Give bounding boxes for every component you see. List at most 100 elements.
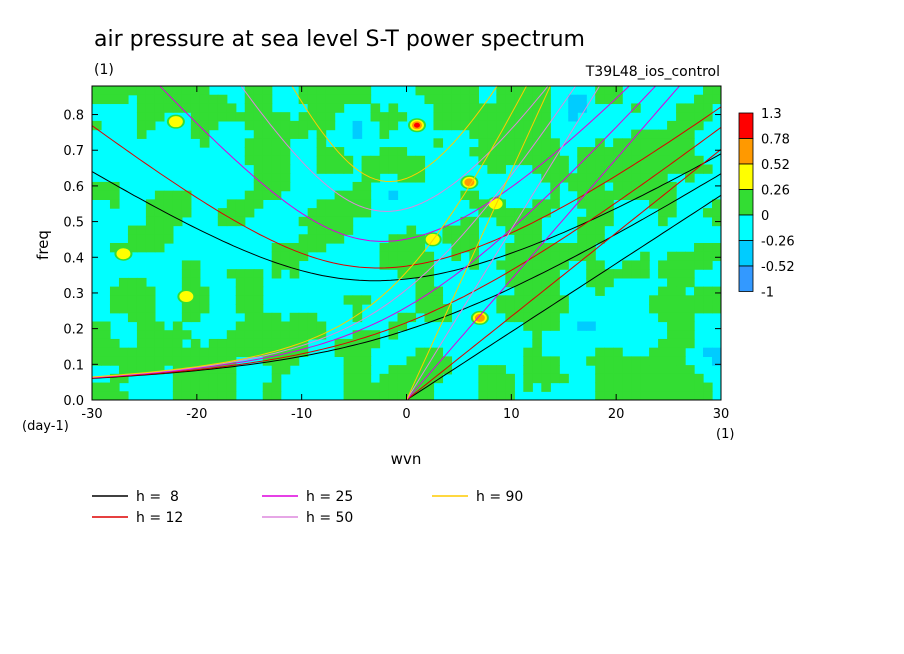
heatmap-cell [604, 155, 614, 166]
heatmap-cell [514, 269, 524, 279]
heatmap-cell [676, 330, 686, 340]
heatmap-cell [298, 330, 309, 340]
heatmap-cell [433, 312, 444, 323]
heatmap-cell [253, 103, 264, 113]
heatmap-cell [442, 312, 453, 323]
heatmap-cell [712, 208, 721, 218]
heatmap-cell [325, 234, 336, 244]
heatmap-cell [397, 112, 408, 122]
heatmap-cell [694, 164, 704, 174]
heatmap-cell [568, 94, 578, 105]
heatmap-cell [262, 164, 273, 174]
heatmap-cell [604, 94, 614, 105]
heatmap-cell [604, 277, 614, 288]
heatmap-cell [595, 190, 605, 200]
heatmap-cell [649, 138, 659, 148]
curve-kelvin-8 [406, 194, 721, 400]
heatmap-cell [667, 260, 677, 270]
heatmap-cell [226, 391, 237, 400]
heatmap-cell [676, 312, 686, 323]
heatmap-cell [640, 129, 650, 139]
heatmap-cell [487, 391, 497, 400]
heatmap-cell [343, 225, 354, 235]
heatmap-cell [550, 147, 560, 157]
heatmap-cell [523, 120, 533, 131]
heatmap-cell [92, 94, 102, 105]
heatmap-cell [649, 391, 659, 400]
heatmap-cell [649, 356, 659, 366]
heatmap-cell [145, 365, 156, 375]
heatmap-cell [397, 155, 408, 166]
heatmap-cell [694, 295, 704, 305]
heatmap-cell [658, 338, 668, 349]
heatmap-cell [109, 295, 120, 305]
heatmap-cell [496, 365, 506, 375]
heatmap-cell [352, 181, 363, 192]
heatmap-cell [145, 304, 156, 314]
heatmap-cell [694, 120, 704, 131]
heatmap-cell [514, 251, 524, 262]
heatmap-cell [595, 199, 605, 209]
heatmap-cell [361, 347, 372, 357]
heatmap-cell [280, 155, 291, 166]
heatmap-cell [118, 304, 129, 314]
heatmap-cell [262, 173, 273, 183]
heatmap-cell [505, 208, 515, 218]
heatmap-cell [316, 208, 327, 218]
heatmap-cell [514, 225, 524, 235]
heatmap-cell [523, 86, 533, 96]
heatmap-cell [469, 190, 479, 200]
heatmap-cell [667, 155, 677, 166]
colorbar-swatch [738, 112, 754, 139]
heatmap-cell [289, 243, 300, 253]
heatmap-cell [550, 164, 560, 174]
heatmap-cell [676, 295, 686, 305]
heatmap-cell [163, 356, 174, 366]
heatmap-cell [325, 120, 336, 131]
heatmap-cell [145, 321, 156, 331]
heatmap-cell [172, 190, 183, 200]
y-unit-label: (day-1) [22, 419, 69, 434]
heatmap-cell [127, 243, 138, 253]
heatmap-cell [496, 112, 506, 122]
heatmap-cell [199, 120, 210, 131]
heatmap-cell [199, 103, 210, 113]
heatmap-cell [640, 173, 650, 183]
heatmap-cell [640, 147, 650, 157]
heatmap-cell [667, 382, 677, 392]
heatmap-cell [640, 373, 650, 384]
heatmap-cell [667, 391, 677, 400]
heatmap-cell [586, 234, 596, 244]
heatmap-cell [703, 286, 713, 296]
heatmap-cell [253, 338, 264, 349]
heatmap-cell [172, 338, 183, 349]
heatmap-cell [685, 373, 695, 384]
hotspot-core [120, 251, 126, 256]
heatmap-cell [667, 277, 677, 288]
heatmap-cell [109, 304, 120, 314]
heatmap-cell [478, 112, 488, 122]
heatmap-cell [559, 373, 569, 384]
heatmap-cell [496, 373, 506, 384]
heatmap-cell [334, 216, 345, 227]
heatmap-cell [424, 373, 435, 384]
heatmap-cell [280, 173, 291, 183]
heatmap-cell [586, 199, 596, 209]
heatmap-cell [631, 103, 641, 113]
heatmap-cell [559, 155, 569, 166]
heatmap-cell [550, 260, 560, 270]
heatmap-cell [424, 365, 435, 375]
heatmap-cell [685, 147, 695, 157]
heatmap-cell [622, 391, 632, 400]
heatmap-cell [433, 103, 444, 113]
heatmap-cell [631, 269, 641, 279]
heatmap-cell [577, 94, 587, 105]
y-tick-label: 0.0 [63, 394, 84, 409]
heatmap-cell [694, 382, 704, 392]
heatmap-cell [631, 147, 641, 157]
heatmap-cell [92, 391, 102, 400]
x-unit-label: (1) [716, 427, 734, 442]
heatmap-cell [145, 94, 156, 105]
heatmap-cell [280, 129, 291, 139]
heatmap-cell [496, 94, 506, 105]
